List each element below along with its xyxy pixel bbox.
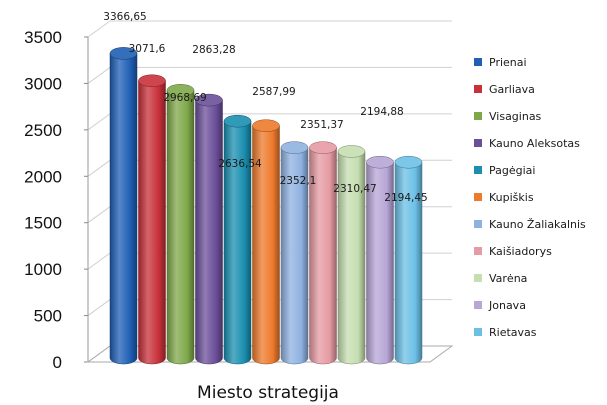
legend-label: Kupiškis	[489, 191, 534, 204]
legend: Prienai Garliava Visaginas Kauno Aleksotas P…	[474, 56, 586, 339]
y-tick-label: 2500	[24, 121, 62, 140]
gridline-depth	[87, 206, 111, 224]
bar-body	[109, 53, 138, 365]
gridline-depth	[87, 159, 111, 177]
bar-top	[309, 141, 337, 154]
data-label: 2587,99	[252, 86, 295, 98]
bar-top	[223, 114, 252, 128]
gridline-depth	[87, 299, 111, 316]
legend-swatch	[474, 328, 482, 336]
bar-rietavas	[394, 155, 423, 365]
bar-kupiškis	[252, 119, 280, 365]
bar-kauno-aleksotas	[195, 93, 223, 365]
data-label: 2194,45	[384, 192, 427, 204]
legend-label: Visaginas	[489, 110, 542, 123]
legend-swatch	[474, 301, 482, 309]
y-tick-label: 3500	[24, 28, 62, 47]
bar-top	[166, 84, 195, 97]
legend-swatch	[474, 247, 482, 255]
bar-garliava	[138, 74, 166, 365]
data-label: 2310,47	[333, 183, 376, 195]
bar-body	[337, 151, 366, 365]
bar-jonava	[366, 155, 394, 365]
bar-body	[366, 161, 394, 365]
legend-swatch	[474, 166, 482, 174]
bar-body	[252, 125, 280, 365]
bar-top	[366, 155, 394, 169]
data-label: 2636,54	[218, 158, 262, 170]
legend-swatch	[474, 274, 482, 282]
y-tick-label: 3000	[24, 74, 62, 93]
bar-body	[138, 80, 166, 365]
legend-swatch	[474, 220, 482, 228]
bar-top	[138, 74, 166, 88]
bar-body	[394, 161, 423, 365]
legend-label: Kauno Aleksotas	[489, 137, 580, 150]
bar-body	[223, 120, 252, 365]
bar-visaginas	[166, 84, 195, 365]
y-tick-label: 500	[34, 307, 62, 326]
y-tick-label: 1500	[24, 214, 62, 233]
bar-pagėgiai	[223, 114, 252, 365]
bar-varėna	[337, 145, 366, 365]
bar-top	[109, 47, 138, 60]
legend-swatch	[474, 58, 482, 66]
legend-label: Kaišiadorys	[489, 245, 552, 258]
bar-prienai	[109, 47, 138, 365]
bar-body	[309, 147, 337, 365]
data-label: 3071,6	[129, 43, 166, 55]
legend-label: Kauno Žaliakalnis	[489, 218, 586, 231]
legend-swatch	[474, 139, 482, 147]
data-labels: 3366,65 3071,6 2968,69 2863,28 2636,54 2587,9…	[103, 11, 427, 204]
gridline-depth	[87, 113, 111, 131]
bar-top	[337, 145, 366, 158]
y-tick-label: 1000	[24, 260, 62, 279]
legend-label: Rietavas	[489, 326, 537, 339]
legend-swatch	[474, 85, 482, 93]
bar-kauno-žaliakalnis	[280, 141, 309, 365]
gridline-depth	[87, 67, 111, 84]
data-label: 2352,1	[280, 175, 317, 187]
bar-top	[394, 155, 423, 169]
x-axis-title: Miesto strategija	[197, 383, 339, 403]
legend-swatch	[474, 112, 482, 120]
bar-body	[166, 90, 195, 365]
gridline-depth	[87, 20, 111, 38]
y-tick-label: 0	[53, 353, 62, 372]
bar-body	[195, 99, 223, 365]
data-label: 2351,37	[300, 119, 343, 131]
bar-top	[195, 93, 223, 107]
data-label: 3366,65	[103, 11, 146, 23]
data-label: 2863,28	[192, 44, 235, 56]
data-label: 2194,88	[360, 106, 403, 118]
y-tick-label: 2000	[24, 167, 62, 186]
bar-body	[280, 147, 309, 365]
legend-label: Jonava	[488, 299, 526, 312]
legend-label: Varėna	[489, 272, 527, 285]
legend-label: Garliava	[489, 83, 535, 96]
legend-label: Prienai	[489, 56, 527, 69]
bars	[109, 47, 423, 365]
bar-top	[252, 119, 280, 132]
bar-kaišiadorys	[309, 141, 337, 365]
data-label: 2968,69	[163, 92, 206, 104]
legend-label: Pagėgiai	[489, 164, 535, 177]
legend-swatch	[474, 193, 482, 201]
gridline-depth	[87, 252, 111, 270]
bar-top	[280, 141, 309, 154]
